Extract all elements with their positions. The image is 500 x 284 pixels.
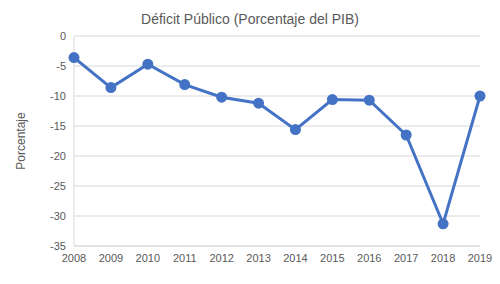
svg-text:Porcentaje: Porcentaje [14, 112, 28, 170]
svg-text:-35: -35 [50, 240, 66, 252]
svg-text:2016: 2016 [357, 252, 381, 264]
svg-text:-5: -5 [56, 60, 66, 72]
html-text:Déficit Público (Porcentaje de: Déficit Público (Porcentaje del PIB) [141, 11, 359, 27]
svg-text:2012: 2012 [209, 252, 233, 264]
svg-text:-25: -25 [50, 180, 66, 192]
svg-text:2009: 2009 [99, 252, 123, 264]
svg-text:-30: -30 [50, 210, 66, 222]
svg-text:2013: 2013 [246, 252, 270, 264]
svg-text:-15: -15 [50, 120, 66, 132]
svg-text:2019: 2019 [468, 252, 492, 264]
svg-text:2010: 2010 [136, 252, 160, 264]
svg-text:0: 0 [60, 30, 66, 42]
svg-text:2015: 2015 [320, 252, 344, 264]
svg-text:-20: -20 [50, 150, 66, 162]
svg-text:2014: 2014 [283, 252, 307, 264]
svg-text:2008: 2008 [62, 252, 86, 264]
svg-text:-10: -10 [50, 90, 66, 102]
svg-text:2018: 2018 [431, 252, 455, 264]
svg-text:2017: 2017 [394, 252, 418, 264]
svg-text:2011: 2011 [173, 252, 197, 264]
